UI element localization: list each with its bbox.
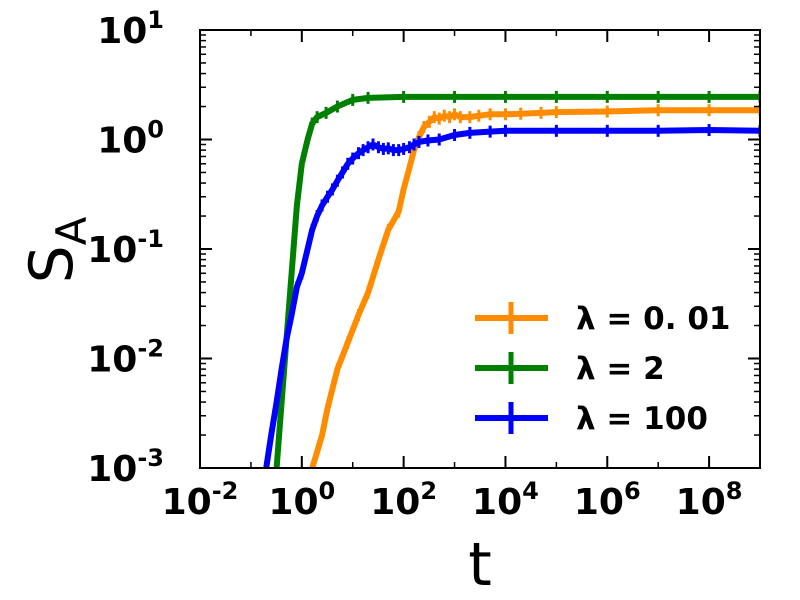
legend-label: λ = 100 bbox=[576, 401, 708, 437]
y-tick-label: 10-1 bbox=[87, 225, 164, 271]
x-tick-label: 104 bbox=[472, 477, 539, 523]
series-line-1 bbox=[309, 107, 760, 468]
y-tick-label: 10-3 bbox=[87, 444, 164, 490]
legend: λ = 0. 01 λ = 2 λ = 100 bbox=[475, 301, 730, 437]
x-tick-label: 108 bbox=[676, 477, 743, 523]
legend-item-2: λ = 2 bbox=[475, 351, 665, 387]
x-tick-label: 102 bbox=[370, 477, 437, 523]
y-tick-label: 100 bbox=[97, 116, 164, 162]
x-tick-label: 10-2 bbox=[162, 477, 239, 523]
legend-item-3: λ = 100 bbox=[475, 401, 708, 437]
y-axis-title-main: S bbox=[17, 245, 87, 283]
x-axis-title: t bbox=[468, 530, 492, 600]
series-layer bbox=[263, 90, 760, 468]
y-axis-title-subscript: A bbox=[47, 216, 96, 245]
legend-label: λ = 0. 01 bbox=[576, 301, 730, 337]
legend-item-1: λ = 0. 01 bbox=[475, 301, 730, 337]
y-tick-label: 101 bbox=[97, 6, 164, 52]
y-axis-title: SA bbox=[17, 216, 96, 283]
x-tick-label: 100 bbox=[268, 477, 335, 523]
ticks-layer bbox=[199, 29, 761, 469]
x-tick-label: 106 bbox=[574, 477, 641, 523]
y-tick-label: 10-2 bbox=[87, 335, 164, 381]
legend-label: λ = 2 bbox=[576, 351, 665, 387]
x-axis-title-text: t bbox=[468, 530, 492, 600]
